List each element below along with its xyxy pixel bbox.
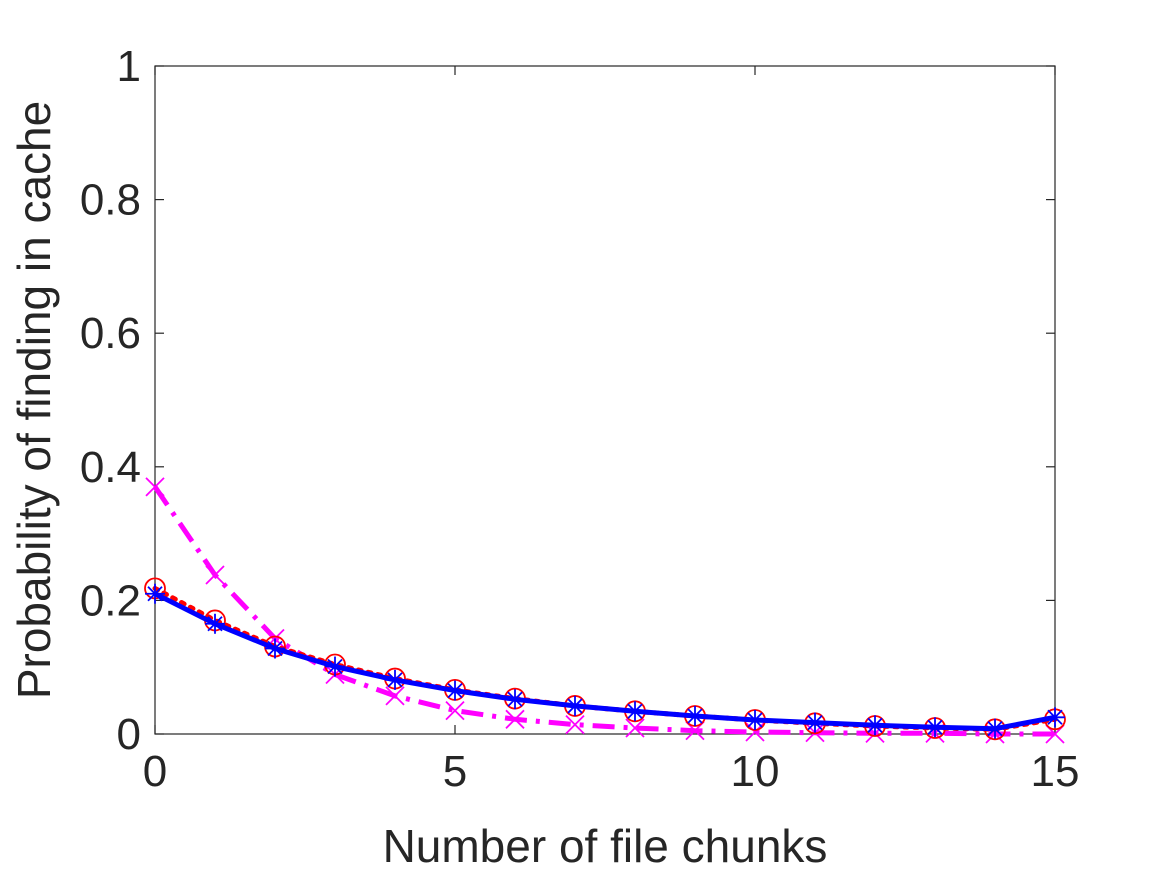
data-point [265,638,285,659]
data-point [385,669,405,690]
y-tick-label: 0.6 [80,309,141,358]
data-point [805,712,825,733]
data-point [445,700,465,721]
x-tick-label: 5 [443,747,467,796]
y-tick-label: 0 [117,710,141,759]
y-tick-label: 0.2 [80,576,141,625]
data-point [625,701,645,722]
y-tick-label: 1 [117,42,141,91]
data-point [565,715,585,735]
data-point [565,695,585,716]
x-tick-label: 15 [1031,747,1080,796]
data-point [205,565,225,585]
data-point [205,613,225,634]
x-tick-label: 10 [731,747,780,796]
plot-area [154,65,1056,735]
data-point [925,717,945,738]
data-point [505,709,525,729]
series-0 [145,583,1065,739]
data-point [505,689,525,710]
data-point [685,705,705,726]
data-point [385,686,405,706]
data-point [325,656,345,677]
data-point [1045,707,1065,728]
y-axis: 0 0.2 0.4 0.6 0.8 1 [80,42,1055,759]
x-axis-label: Number of file chunks [383,820,828,872]
data-point [145,477,165,497]
data-point [445,680,465,701]
data-point [625,718,645,738]
series-line [153,591,1056,732]
data-point [145,583,165,604]
y-tick-label: 0.4 [80,443,141,492]
y-tick-label: 0.8 [80,176,141,225]
data-point [745,709,765,730]
x-tick-label: 0 [143,747,167,796]
data-point [985,718,1005,739]
series-layer [144,477,1066,744]
data-point [865,715,885,736]
y-axis-label: Probability of finding in cache [8,101,60,699]
x-axis: 0 5 10 15 [143,66,1080,796]
